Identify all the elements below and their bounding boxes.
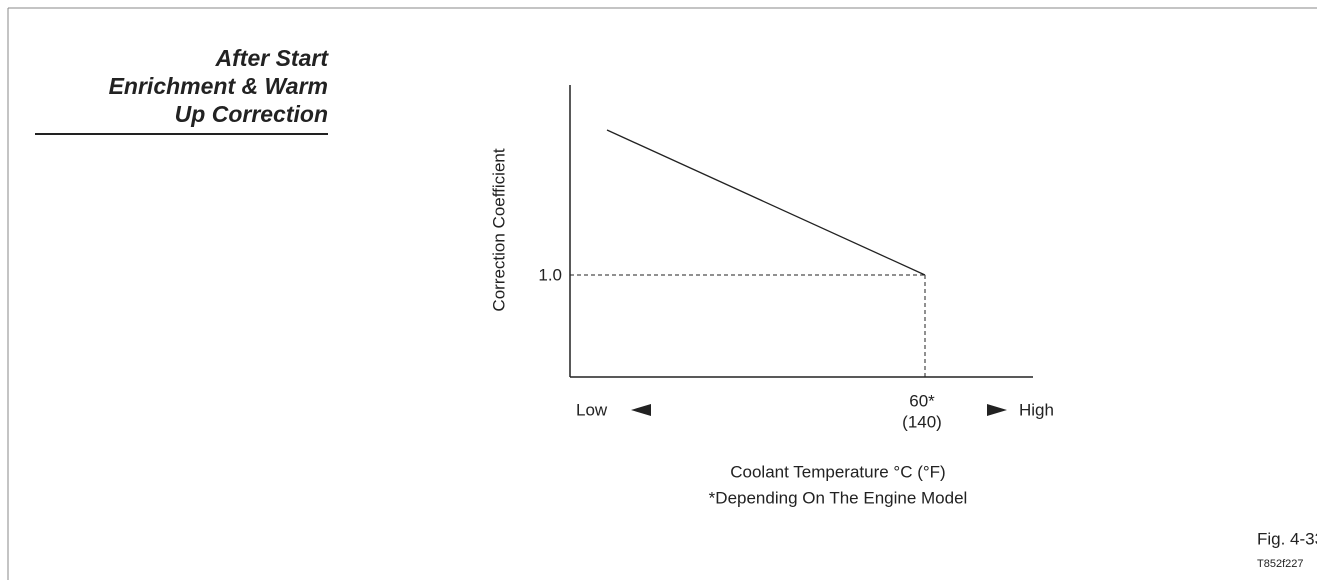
figure-number: Fig. 4-33: [1257, 529, 1317, 548]
x-mark: 60*: [909, 391, 935, 410]
heading-line: Enrichment & Warm: [109, 73, 328, 99]
heading-line: After Start: [215, 45, 330, 71]
x-high: High: [1019, 400, 1054, 419]
curve: [606, 129, 926, 276]
heading-line: Up Correction: [175, 101, 328, 127]
note: *Depending On The Engine Model: [709, 488, 968, 507]
x-label: Coolant Temperature °C (°F): [730, 462, 945, 481]
arrow-left: [631, 404, 651, 416]
x-mark-f: (140): [902, 412, 942, 431]
y-label: Correction Coefficient: [489, 148, 508, 311]
figure-code: T852f227: [1257, 558, 1303, 570]
arrow-right: [987, 404, 1007, 416]
x-low: Low: [576, 400, 608, 419]
y-mark: 1.0: [538, 265, 562, 284]
